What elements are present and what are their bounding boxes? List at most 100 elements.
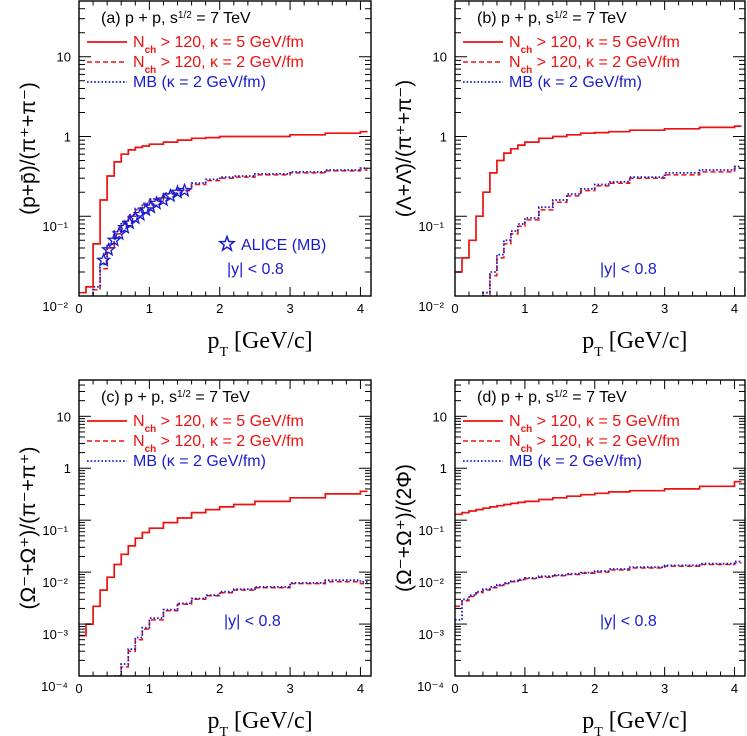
rapidity-cut-c: |y| < 0.8 [224, 613, 281, 630]
y-tick-label-c-1: 10⁻³ [42, 627, 68, 642]
y-tick-label-b-0: 10⁻² [418, 299, 444, 314]
y-tick-label-a-2: 1 [64, 129, 71, 144]
legend-label-nch5-a-part-2: > 120, κ = 5 GeV/fm [156, 34, 304, 51]
legend-label-nch5-a-part-0: N [133, 34, 145, 51]
y-tick-label-d-2: 10⁻² [418, 575, 444, 590]
series-line-d-0 [455, 480, 742, 516]
y-tick-label-b-2: 1 [440, 129, 447, 144]
x-axis-title-unit-b: [GeV/c] [603, 328, 688, 354]
legend-label-nch2-c: Nch > 120, κ = 2 GeV/fm [133, 433, 304, 455]
y-tick-label-a-3: 10 [57, 50, 71, 65]
panel-title-b-part-0: (b) p + p, s [477, 10, 554, 27]
x-tick-label-a-0: 0 [75, 301, 82, 316]
x-tick-label-c-4: 4 [357, 681, 364, 696]
y-tick-label-c-3: 10⁻¹ [42, 523, 68, 538]
x-axis-title-c: pT [GeV/c] [207, 708, 312, 736]
series-group-c [79, 490, 368, 676]
data-point-alice-3 [111, 225, 127, 241]
panel-title-c-part-0: (c) p + p, s [101, 389, 177, 406]
series-group-b [455, 125, 742, 296]
x-tick-label-b-3: 3 [661, 301, 668, 316]
panel-a: 0 1 2 3 4 10⁻² 10⁻¹ 1 10 pT [GeV/c] (p+p̄)/(π⁺+π⁻)… [17, 0, 372, 360]
panel-title-d-part-0: (d) p + p, s [477, 389, 554, 406]
x-axis-title-sub-c: T [219, 725, 228, 736]
legend-label-nch2-d-part-2: > 120, κ = 2 GeV/fm [532, 433, 680, 450]
legend-label-nch5-d-part-0: N [509, 413, 521, 430]
legend-label-nch2-d: Nch > 120, κ = 2 GeV/fm [509, 433, 680, 455]
legend-label-nch2-c-part-2: > 120, κ = 2 GeV/fm [156, 433, 304, 450]
data-point-alice-8 [138, 201, 154, 217]
legend-label-nch2-a-part-1: ch [145, 65, 157, 76]
x-axis-title-unit-c: [GeV/c] [228, 708, 313, 734]
x-tick-label-d-4: 4 [731, 681, 738, 696]
x-tick-label-a-1: 1 [146, 301, 153, 316]
panel-c: 0 1 2 3 4 10⁻⁴ 10⁻³ 10⁻² 10⁻¹ 1 10 pT [GeV/c] (Ω⁻+Ω⁺… [17, 379, 372, 736]
y-tick-label-d-3: 10⁻¹ [418, 523, 444, 538]
panel-title-b: (b) p + p, s1/2 = 7 TeV [477, 10, 627, 28]
series-group-a [79, 130, 368, 296]
panel-title-a: (a) p + p, s1/2 = 7 TeV [101, 10, 251, 28]
panel-title-c-part-1: 1/2 [177, 389, 191, 400]
panel-b: 0 1 2 3 4 10⁻² 10⁻¹ 1 10 pT [GeV/c] (Λ+Λ̄)/(π⁺+π⁻)… [393, 0, 746, 360]
x-axis-title-sub-d: T [594, 725, 603, 736]
series-line-a-1 [92, 169, 368, 296]
legend-label-nch5-c-part-0: N [133, 413, 145, 430]
legend-label-nch2-d-part-0: N [509, 433, 521, 450]
y-tick-label-b-3: 10 [433, 50, 447, 65]
series-line-c-0 [79, 490, 368, 637]
y-tick-label-c-2: 10⁻² [42, 575, 68, 590]
panel-title-d-part-1: 1/2 [554, 389, 568, 400]
panel-title-d-part-2: = 7 TeV [568, 389, 627, 406]
x-axis-title-b: pT [GeV/c] [582, 328, 687, 360]
rapidity-cut-a: |y| < 0.8 [227, 261, 284, 278]
x-tick-label-d-0: 0 [451, 681, 458, 696]
legend-label-nch2-c-part-0: N [133, 433, 145, 450]
legend-label-alice: ALICE (MB) [241, 237, 326, 254]
y-tick-label-c-0: 10⁻⁴ [41, 679, 68, 694]
y-tick-label-c-4: 1 [64, 461, 71, 476]
legend-label-nch5-b-part-1: ch [521, 45, 533, 56]
x-tick-label-b-2: 2 [591, 301, 598, 316]
y-tick-label-d-1: 10⁻³ [418, 627, 444, 642]
legend-label-nch5-b-part-0: N [509, 34, 521, 51]
y-axis-title-b: (Λ+Λ̄)/(π⁺+π⁻) [393, 80, 416, 218]
panel-title-a-part-2: = 7 TeV [192, 10, 251, 27]
series-line-a-0 [79, 130, 368, 294]
legend-label-nch5-c-part-2: > 120, κ = 5 GeV/fm [156, 413, 304, 430]
panel-title-b-part-1: 1/2 [554, 10, 568, 21]
legend-label-mb-d: MB (κ = 2 GeV/fm) [509, 453, 642, 470]
legend-label-mb-a: MB (κ = 2 GeV/fm) [133, 74, 266, 91]
rapidity-cut-b: |y| < 0.8 [600, 261, 657, 278]
data-point-alice-9 [143, 199, 159, 214]
x-tick-label-c-1: 1 [146, 681, 153, 696]
legend-label-mb-b: MB (κ = 2 GeV/fm) [509, 74, 642, 91]
x-tick-label-d-1: 1 [521, 681, 528, 696]
x-axis-title-a: pT [GeV/c] [207, 328, 312, 360]
x-axis-title-p-b: p [582, 328, 594, 354]
y-tick-label-d-0: 10⁻⁴ [417, 679, 444, 694]
legend-label-nch2-c-part-1: ch [145, 444, 157, 455]
legend-label-nch5-b: Nch > 120, κ = 5 GeV/fm [509, 34, 680, 56]
x-tick-label-c-3: 3 [286, 681, 293, 696]
legend-label-nch5-a: Nch > 120, κ = 5 GeV/fm [133, 34, 304, 56]
x-tick-label-c-0: 0 [75, 681, 82, 696]
legend-label-nch2-a: Nch > 120, κ = 2 GeV/fm [133, 54, 304, 76]
legend-label-nch2-b-part-0: N [509, 54, 521, 71]
panel-title-c: (c) p + p, s1/2 = 7 TeV [101, 389, 250, 407]
legend-label-nch2-b: Nch > 120, κ = 2 GeV/fm [509, 54, 680, 76]
legend-label-nch5-c: Nch > 120, κ = 5 GeV/fm [133, 413, 304, 435]
legend-label-nch5-b-part-2: > 120, κ = 5 GeV/fm [532, 34, 680, 51]
panel-title-c-part-2: = 7 TeV [191, 389, 250, 406]
legend-label-nch2-b-part-2: > 120, κ = 2 GeV/fm [532, 54, 680, 71]
legend-label-nch2-a-part-2: > 120, κ = 2 GeV/fm [156, 54, 304, 71]
x-axis-title-unit-d: [GeV/c] [603, 708, 688, 734]
x-tick-label-b-0: 0 [451, 301, 458, 316]
y-tick-label-a-0: 10⁻² [42, 299, 68, 314]
panel-title-a-part-0: (a) p + p, s [101, 10, 178, 27]
panel-title-a-part-1: 1/2 [178, 10, 192, 21]
x-tick-label-d-3: 3 [661, 681, 668, 696]
x-axis-title-sub-a: T [219, 345, 228, 360]
legend-label-nch2-d-part-1: ch [521, 444, 533, 455]
